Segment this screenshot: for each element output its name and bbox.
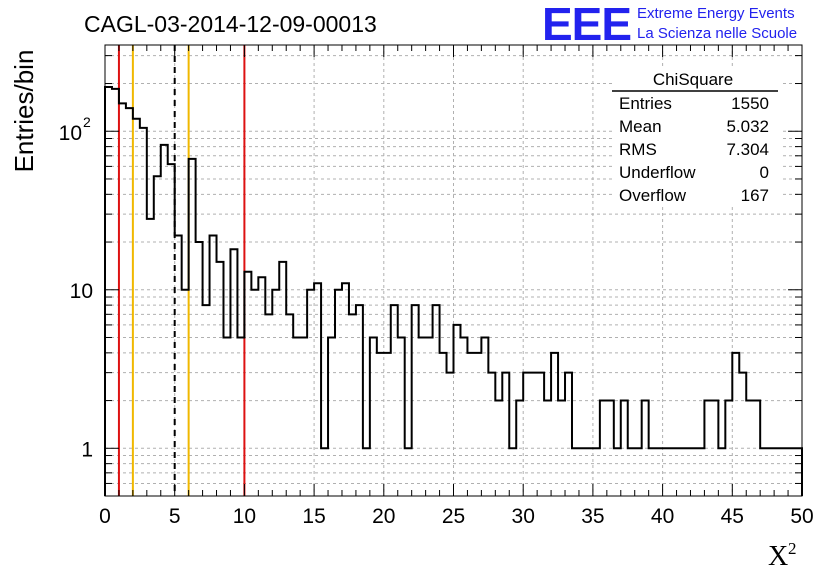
logo-mark: EEE bbox=[542, 0, 631, 50]
x-tick-label: 15 bbox=[302, 505, 325, 528]
chart-title: CAGL-03-2014-12-09-00013 bbox=[84, 11, 377, 37]
stats-value-rms: 7.304 bbox=[726, 140, 769, 159]
x-tick-label: 45 bbox=[721, 505, 744, 528]
stats-label-underflow: Underflow bbox=[619, 163, 696, 182]
stats-label-overflow: Overflow bbox=[619, 186, 687, 205]
reference-lines bbox=[117, 45, 246, 496]
x-axis-label-symbol: X bbox=[768, 541, 788, 572]
x-tick-label: 30 bbox=[512, 505, 535, 528]
x-tick-label: 5 bbox=[169, 505, 181, 528]
stats-value-overflow: 167 bbox=[741, 186, 769, 205]
stats-box: ChiSquare Entries 1550 Mean 5.032 RMS 7.… bbox=[612, 67, 780, 207]
stats-label-mean: Mean bbox=[619, 117, 662, 136]
y-tick-label-1: 1 bbox=[81, 438, 93, 461]
x-tick-label: 20 bbox=[372, 505, 395, 528]
stats-title: ChiSquare bbox=[653, 70, 733, 89]
stats-label-rms: RMS bbox=[619, 140, 657, 159]
logo-line-1: Extreme Energy Events bbox=[637, 5, 795, 22]
stats-value-underflow: 0 bbox=[760, 163, 769, 182]
x-axis-ticks: 0 5 10 15 20 25 30 35 40 45 50 bbox=[99, 45, 814, 528]
x-tick-label: 0 bbox=[99, 505, 111, 528]
histogram-series bbox=[104, 86, 803, 496]
logo-line-2: La Scienza nelle Scuole bbox=[637, 25, 797, 42]
y-axis-label: Entries/bin bbox=[9, 50, 39, 173]
x-axis-label-superscript: 2 bbox=[788, 539, 797, 558]
x-tick-label: 35 bbox=[581, 505, 604, 528]
stats-value-entries: 1550 bbox=[731, 94, 769, 113]
x-axis-label: X 2 bbox=[768, 539, 797, 572]
eee-logo: EEE Extreme Energy Events La Scienza nel… bbox=[542, 0, 797, 50]
stats-value-mean: 5.032 bbox=[726, 117, 769, 136]
x-tick-label: 40 bbox=[651, 505, 674, 528]
x-tick-label: 50 bbox=[790, 505, 813, 528]
x-tick-label: 25 bbox=[442, 505, 465, 528]
y-tick-label-100-exponent: 2 bbox=[83, 114, 91, 130]
stats-label-entries: Entries bbox=[619, 94, 672, 113]
y-tick-label-100-base: 10 bbox=[59, 122, 82, 145]
y-tick-label-10: 10 bbox=[70, 280, 93, 303]
x-tick-label: 10 bbox=[233, 505, 256, 528]
